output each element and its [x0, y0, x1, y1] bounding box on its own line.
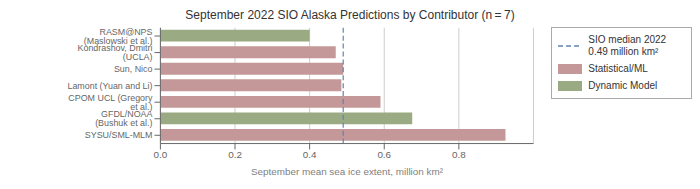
html-text:0.49 million km²: 0.49 million km² [588, 46, 659, 57]
svg-text:0.8: 0.8 [452, 149, 466, 160]
html-text:SIO median 2022: SIO median 2022 [588, 34, 667, 45]
svg-text:Sun, Nico: Sun, Nico [114, 64, 153, 74]
html-text:RASM@NPS: RASM@NPS [99, 26, 153, 37]
svg-text:GFDL/NOAA(Bushuk et al.): GFDL/NOAA(Bushuk et al.) [95, 109, 152, 128]
html-text:CPOM UCL (Gregory: CPOM UCL (Gregory [68, 92, 153, 103]
svg-text:0.0: 0.0 [154, 149, 168, 160]
svg-text:0.6: 0.6 [377, 149, 391, 160]
svg-text:Kondrashov, Dmitri(UCLA): Kondrashov, Dmitri(UCLA) [78, 43, 153, 62]
html-text:Statistical/ML: Statistical/ML [588, 63, 648, 74]
html-text:et al.): et al.) [130, 101, 153, 112]
html-text:(Maslowski et al.): (Maslowski et al.) [83, 35, 153, 46]
svg-text:September mean sea ice extent,: September mean sea ice extent, million k… [251, 166, 444, 177]
svg-text:SYSU/SML-MLM: SYSU/SML-MLM [85, 130, 153, 140]
html-text:September 2022 SIO Alaska Pred: September 2022 SIO Alaska Predictions by… [185, 8, 515, 22]
svg-text:0.4: 0.4 [303, 149, 317, 160]
html-text:Dynamic Model: Dynamic Model [588, 80, 658, 91]
svg-text:Lamont (Yuan and Li): Lamont (Yuan and Li) [67, 81, 152, 91]
svg-text:0.2: 0.2 [228, 149, 242, 160]
